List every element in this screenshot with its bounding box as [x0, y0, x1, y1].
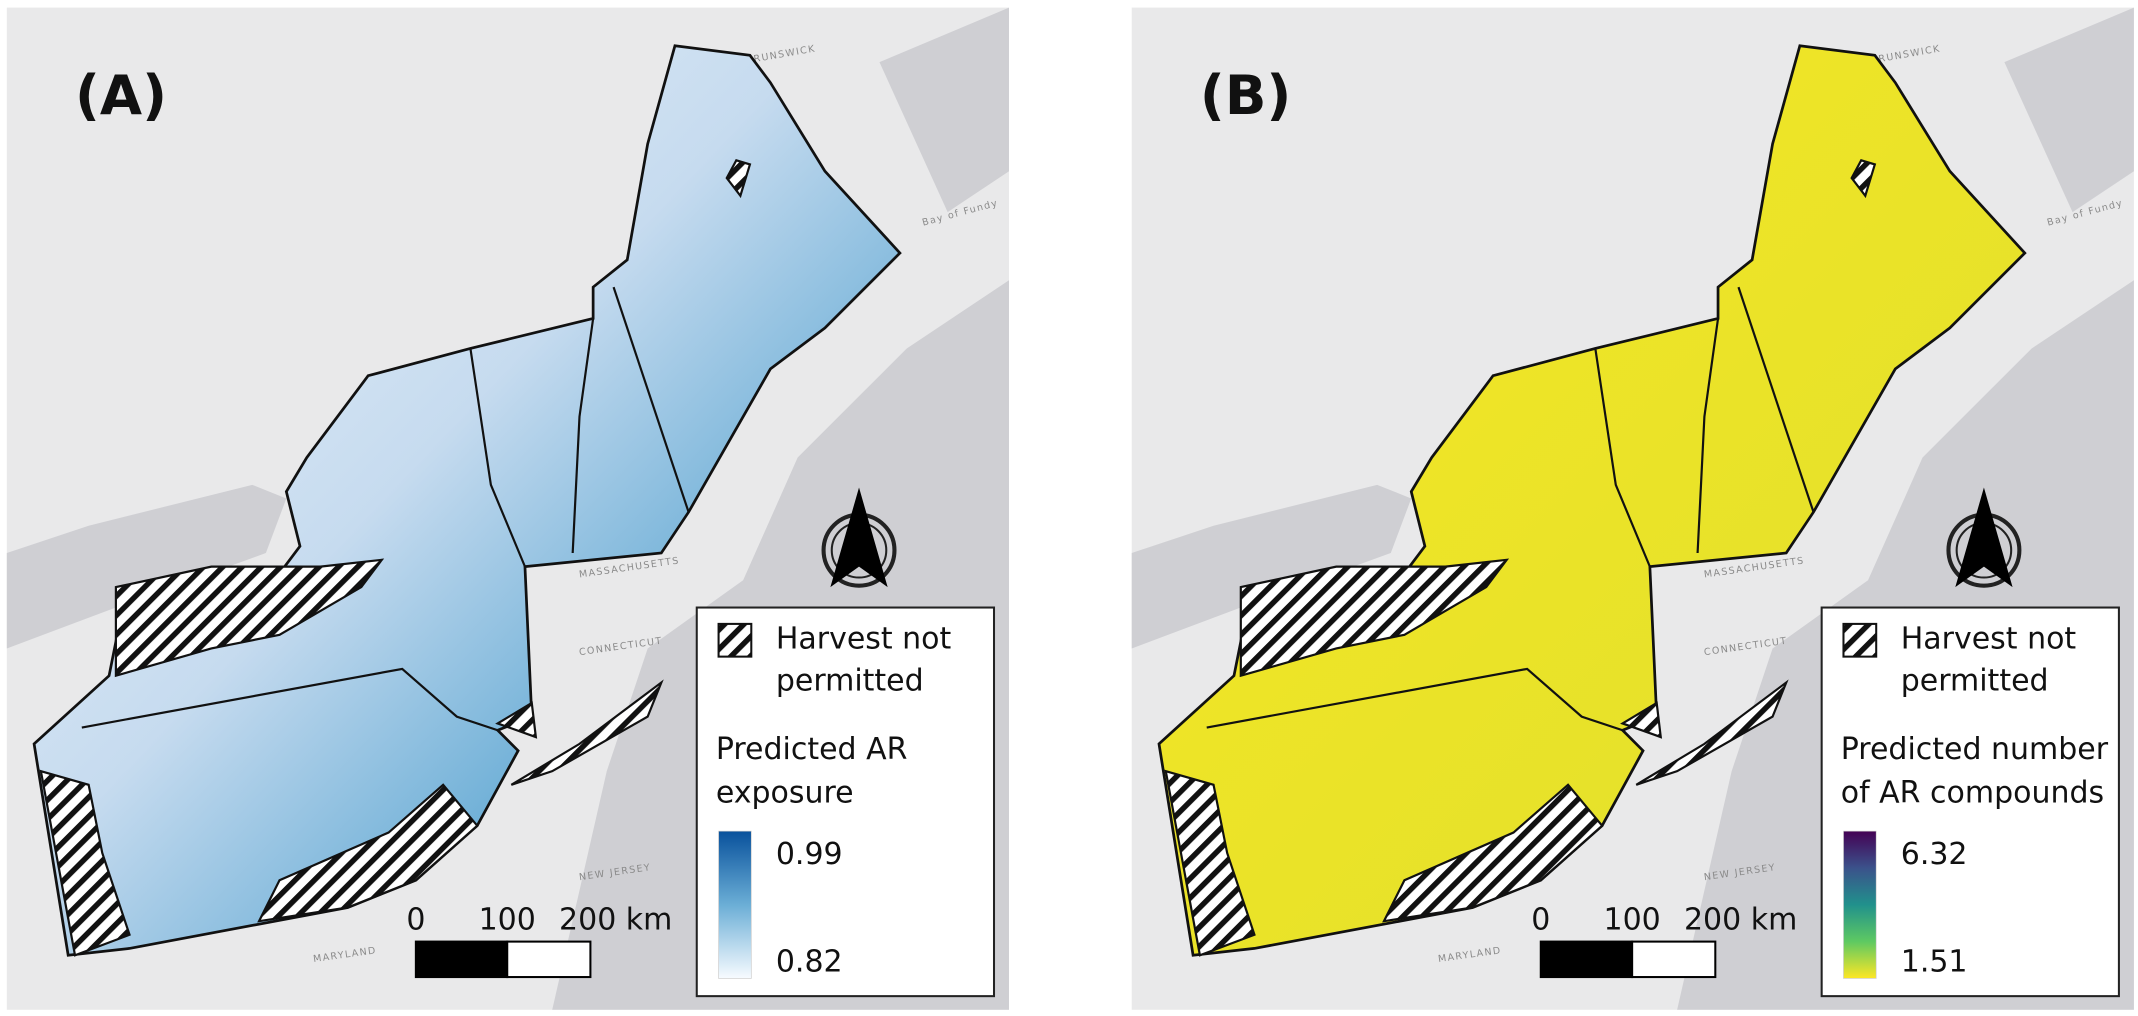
north-arrow	[1955, 487, 2013, 588]
no-harvest-area	[1850, 159, 1877, 199]
legend-label: Harvest not	[1901, 621, 2077, 656]
legend-label: Harvest not	[776, 621, 952, 656]
colorbar-max-label: 0.99	[776, 837, 843, 872]
no-harvest-area	[495, 701, 538, 739]
no-harvest-area	[1382, 783, 1604, 923]
water	[879, 7, 1010, 213]
scale-bar-label: 200 km	[559, 902, 672, 937]
no-harvest-area	[257, 783, 479, 923]
colorbar-title: Predicted AR	[716, 732, 908, 767]
panel-label: (A)	[75, 63, 167, 127]
scale-bar-label: 200 km	[1684, 902, 1797, 937]
colorbar-min-label: 1.51	[1901, 945, 1968, 980]
state-border	[1737, 286, 1815, 513]
state-border	[1696, 318, 1720, 554]
colorbar-max-label: 6.32	[1901, 837, 1968, 872]
scale-bar	[506, 940, 592, 979]
state-border	[81, 667, 499, 732]
legend-label: permitted	[1901, 664, 2049, 699]
state-border	[571, 318, 595, 554]
state-border	[1206, 667, 1623, 732]
no-harvest-area	[1239, 558, 1510, 678]
study-region	[32, 44, 902, 957]
no-harvest-area	[1620, 701, 1663, 739]
colorbar	[1843, 830, 1877, 979]
colorbar	[718, 830, 752, 979]
scale-bar-label: 100	[1604, 902, 1661, 937]
state-border	[1594, 348, 1651, 568]
colorbar-min-label: 0.82	[776, 945, 843, 980]
no-harvest-area	[510, 679, 664, 786]
scale-bar	[1631, 940, 1717, 979]
scale-bar-label: 0	[1531, 902, 1550, 937]
water	[1131, 484, 1412, 649]
panel-label: (B)	[1200, 63, 1291, 127]
no-harvest-area	[725, 159, 752, 199]
no-harvest-area	[1635, 679, 1789, 786]
water	[6, 484, 287, 649]
legend-label: permitted	[776, 664, 924, 699]
scale-bar	[1539, 940, 1634, 979]
water	[2004, 7, 2134, 213]
scale-bar-label: 0	[406, 902, 425, 937]
no-harvest-area	[1164, 769, 1256, 957]
scale-bar-label: 100	[479, 902, 536, 937]
state-border	[612, 286, 690, 513]
colorbar-title: exposure	[716, 776, 854, 811]
legend-hatch-swatch	[717, 622, 753, 658]
no-harvest-area	[114, 558, 385, 678]
no-harvest-area	[39, 769, 131, 957]
legend-box	[695, 606, 996, 998]
state-border	[469, 348, 526, 568]
colorbar-title: Predicted number	[1841, 732, 2109, 767]
north-arrow	[830, 487, 888, 588]
colorbar-title: of AR compounds	[1841, 776, 2104, 811]
scale-bar	[414, 940, 509, 979]
legend-hatch-swatch	[1842, 622, 1878, 658]
study-region	[1157, 44, 2027, 957]
